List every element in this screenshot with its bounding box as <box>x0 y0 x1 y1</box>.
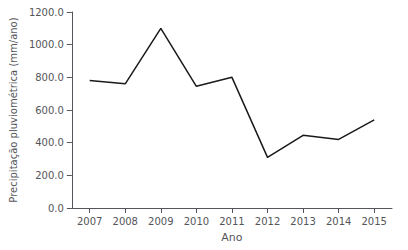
svg-text:2011: 2011 <box>219 216 244 227</box>
svg-text:Ano: Ano <box>221 231 242 244</box>
svg-text:200.0: 200.0 <box>35 170 64 181</box>
svg-text:2014: 2014 <box>326 216 351 227</box>
svg-text:Precipitação pluviométrica (mm: Precipitação pluviométrica (mm/ano) <box>8 17 19 202</box>
svg-text:800.0: 800.0 <box>35 72 64 83</box>
svg-text:2009: 2009 <box>148 216 173 227</box>
svg-text:600.0: 600.0 <box>35 105 64 116</box>
svg-text:400.0: 400.0 <box>35 137 64 148</box>
svg-text:2015: 2015 <box>361 216 386 227</box>
svg-text:2007: 2007 <box>77 216 102 227</box>
svg-text:1200.0: 1200.0 <box>29 7 64 18</box>
svg-text:2010: 2010 <box>184 216 209 227</box>
svg-text:0.0: 0.0 <box>48 203 64 214</box>
svg-text:2013: 2013 <box>290 216 315 227</box>
svg-text:1000.0: 1000.0 <box>29 39 64 50</box>
svg-text:2012: 2012 <box>255 216 280 227</box>
svg-text:2008: 2008 <box>113 216 138 227</box>
